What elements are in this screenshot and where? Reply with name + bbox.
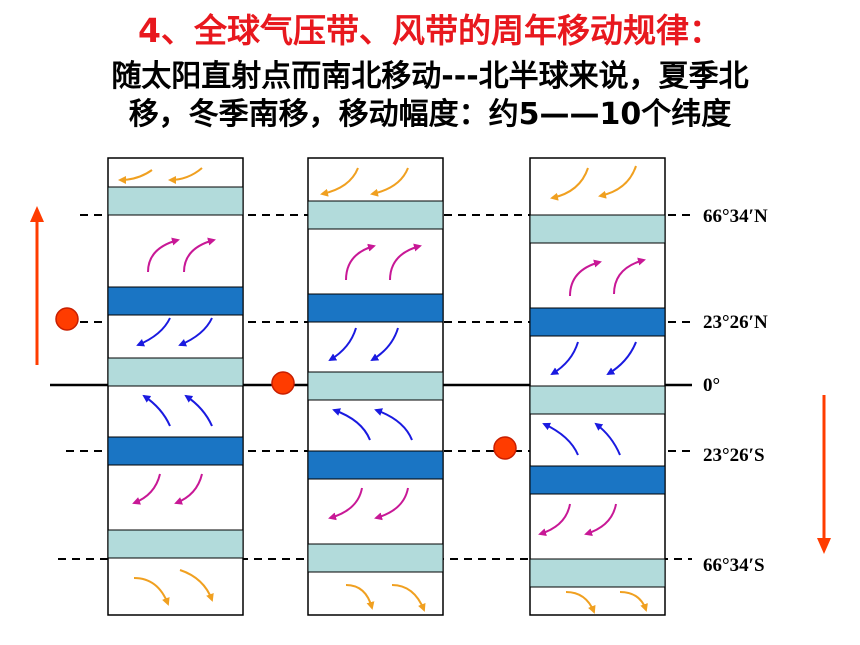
subpolar-low-belt-south bbox=[307, 543, 444, 573]
subtitle: 随太阳直射点而南北移动---北半球来说，夏季北 移，冬季南移，移动幅度：约5——… bbox=[0, 58, 860, 135]
polar-easterly-arrow bbox=[370, 167, 409, 197]
trade-wind-arrow bbox=[606, 341, 637, 376]
trade-wind-arrow bbox=[184, 394, 213, 427]
subtropical-high-belt-north bbox=[107, 286, 244, 316]
subpolar-low-belt-south bbox=[529, 558, 666, 588]
polar-easterly-arrow bbox=[118, 169, 153, 184]
westerly-arrow bbox=[147, 237, 180, 273]
latitude-label-23s: 23°26′S bbox=[703, 445, 765, 466]
polar-easterly-arrow bbox=[168, 167, 203, 184]
trade-wind-arrow bbox=[550, 341, 579, 376]
sun-direct-point-south bbox=[493, 436, 517, 460]
subtropical-high-belt-south bbox=[107, 436, 244, 466]
subtropical-high-belt-south bbox=[307, 450, 444, 480]
trade-wind-arrow bbox=[542, 422, 579, 456]
westerly-arrow bbox=[345, 243, 376, 281]
trade-wind-arrow bbox=[370, 327, 399, 362]
polar-easterly-arrow bbox=[565, 591, 596, 614]
polar-easterly-arrow bbox=[598, 165, 637, 199]
subtropical-high-belt-south bbox=[529, 465, 666, 495]
equatorial-low-belt bbox=[307, 371, 444, 401]
polar-easterly-arrow bbox=[391, 584, 426, 612]
column-normal bbox=[307, 157, 444, 616]
polar-easterly-arrow bbox=[320, 167, 359, 197]
column-northward bbox=[107, 157, 244, 616]
latitude-label-66s: 66°34′S bbox=[703, 555, 765, 576]
westerly-arrow bbox=[374, 487, 409, 521]
polar-easterly-arrow bbox=[133, 577, 170, 606]
sun-direct-point-north bbox=[55, 307, 79, 331]
westerly-arrow bbox=[389, 243, 422, 281]
westerly-arrow bbox=[132, 473, 161, 505]
subpolar-low-belt-north bbox=[529, 214, 666, 244]
westerly-arrow bbox=[183, 237, 216, 273]
trade-wind-arrow bbox=[136, 317, 171, 347]
equatorial-low-belt bbox=[529, 385, 666, 415]
latitude-label-equator: 0° bbox=[703, 375, 720, 396]
westerly-arrow bbox=[569, 259, 602, 297]
subpolar-low-belt-south bbox=[107, 529, 244, 559]
subtitle-line-1: 随太阳直射点而南北移动---北半球来说，夏季北 bbox=[111, 59, 749, 94]
westerly-arrow bbox=[328, 487, 363, 521]
sun-direct-point-equator bbox=[271, 371, 295, 395]
westerly-arrow bbox=[613, 257, 646, 295]
trade-wind-arrow bbox=[332, 408, 371, 441]
trade-wind-arrow bbox=[142, 394, 171, 427]
page-title: 4、全球气压带、风带的周年移动规律： bbox=[138, 11, 722, 50]
latitude-label-23n: 23°26′N bbox=[703, 312, 768, 333]
subtropical-high-belt-north bbox=[529, 307, 666, 337]
subtropical-high-belt-north bbox=[307, 293, 444, 323]
equatorial-low-belt bbox=[107, 357, 244, 387]
column-southward bbox=[529, 157, 666, 616]
subpolar-low-belt-north bbox=[307, 200, 444, 230]
subtitle-line-2: 移，冬季南移，移动幅度：约5——10个纬度 bbox=[128, 97, 732, 133]
polar-easterly-arrow bbox=[619, 591, 648, 612]
latitude-label-66n: 66°34′N bbox=[703, 206, 768, 227]
polar-easterly-arrow bbox=[179, 569, 214, 602]
polar-easterly-arrow bbox=[550, 167, 589, 201]
trade-wind-arrow bbox=[594, 422, 621, 456]
trade-wind-arrow bbox=[374, 408, 413, 441]
polar-easterly-arrow bbox=[345, 584, 375, 610]
westerly-arrow bbox=[538, 503, 571, 537]
subpolar-low-belt-north bbox=[107, 186, 244, 216]
westerly-arrow bbox=[584, 503, 617, 537]
trade-wind-arrow bbox=[178, 317, 213, 347]
westerly-arrow bbox=[174, 473, 203, 505]
trade-wind-arrow bbox=[328, 327, 357, 362]
